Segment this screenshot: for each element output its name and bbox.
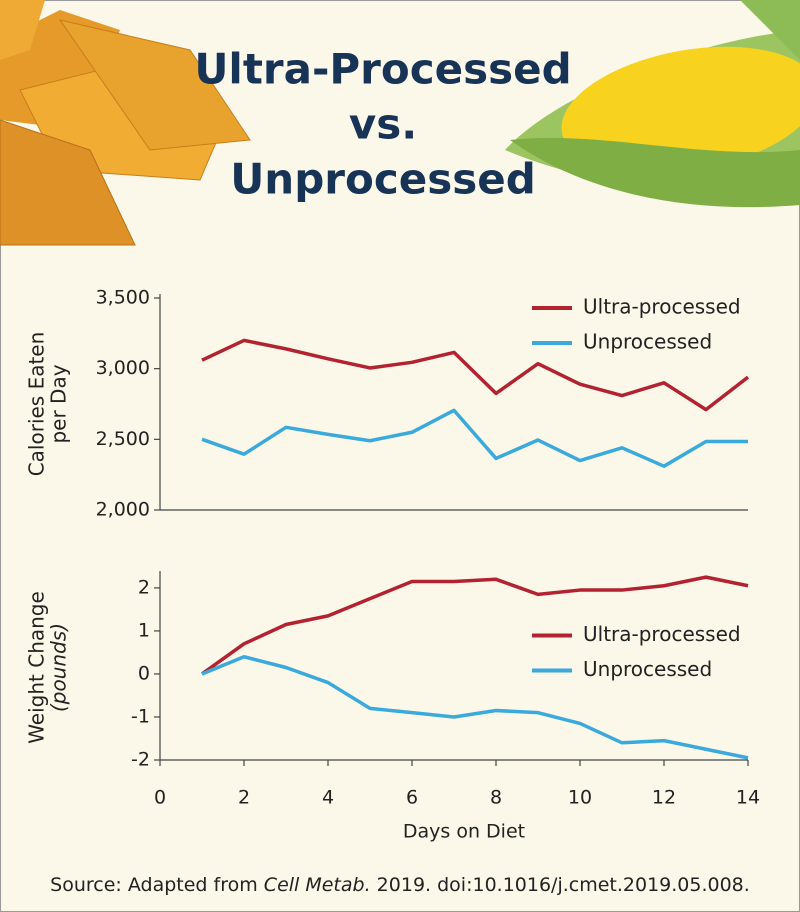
y-tick-label: 2,500	[96, 428, 150, 450]
y-tick-label: 2,000	[96, 499, 150, 521]
series-line	[200, 575, 749, 676]
legend-label: Unprocessed	[583, 330, 712, 354]
title-line: vs.	[349, 100, 417, 149]
x-tick-label: 12	[652, 787, 676, 809]
x-tick-label: 0	[154, 787, 166, 809]
x-tick-label: 14	[736, 787, 760, 809]
y-axis-label: Calories Eaten	[25, 332, 49, 477]
source-journal: Cell Metab.	[264, 874, 371, 896]
y-tick-label: 0	[138, 662, 150, 684]
series-line	[201, 408, 748, 468]
title-line: Ultra-Processed	[194, 45, 571, 94]
x-tick-label: 2	[238, 787, 250, 809]
source-text: 2019. doi:10.1016/j.cmet.2019.05.008.	[371, 874, 750, 896]
series-line	[201, 338, 750, 412]
x-tick-label: 4	[322, 787, 334, 809]
y-axis-label: per Day	[47, 364, 71, 443]
corn-illustration	[505, 0, 800, 208]
source-text: Source: Adapted from	[50, 874, 264, 896]
y-tick-label: -1	[131, 705, 150, 727]
series-line	[201, 654, 749, 760]
legend-label: Ultra-processed	[583, 295, 741, 319]
y-tick-label: -2	[131, 749, 150, 771]
title: Ultra-Processed vs. Unprocessed	[194, 45, 571, 204]
x-axis-label: Days on Diet	[403, 821, 525, 843]
legend-label: Ultra-processed	[583, 622, 741, 646]
y-tick-label: 1	[138, 619, 150, 641]
y-axis-label: Weight Change	[25, 591, 49, 744]
legend-label: Unprocessed	[583, 657, 712, 681]
source: Source: Adapted from Cell Metab. 2019. d…	[50, 874, 750, 896]
chips-illustration	[0, 0, 251, 246]
y-tick-label: 3,000	[96, 357, 150, 379]
x-tick-label: 6	[406, 787, 418, 809]
y-tick-label: 2	[138, 576, 150, 598]
x-tick-label: 10	[568, 787, 592, 809]
y-tick-label: 3,500	[96, 287, 150, 309]
title-line: Unprocessed	[230, 155, 536, 204]
y-axis-label: (pounds)	[47, 623, 71, 712]
x-tick-label: 8	[490, 787, 502, 809]
